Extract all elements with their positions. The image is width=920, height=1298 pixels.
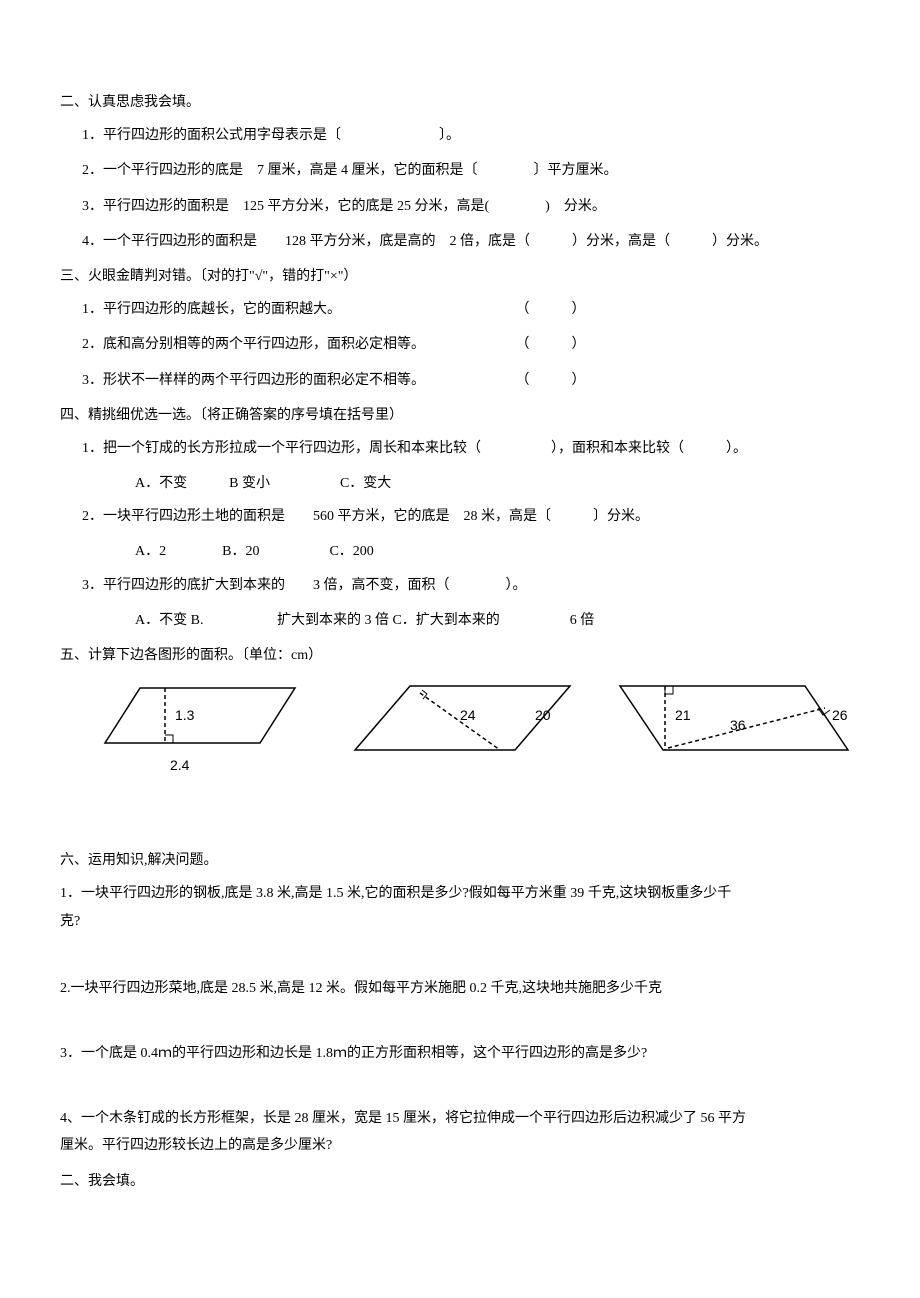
s3-q2: 2．底和高分别相等的两个平行四边形，面积必定相等。 （ ）	[60, 332, 860, 357]
figure-2: 24 20	[350, 678, 580, 768]
s3-q2-blank: （ ）	[516, 337, 586, 352]
s2-q4: 4．一个平行四边形的面积是 128 平方分米，底是高的 2 倍，底是（ ）分米，…	[60, 229, 860, 254]
fig1-height-label: 1.3	[175, 707, 195, 723]
section-6-title: 六、运用知识,解决问题。	[60, 848, 860, 873]
fig2-side-label: 20	[535, 707, 551, 723]
s2-q1: 1．平行四边形的面积公式用字母表示是〔 〕。	[60, 123, 860, 148]
s2-q2: 2．一个平行四边形的底是 7 厘米，高是 4 厘米，它的面积是〔 〕平方厘米。	[60, 158, 860, 183]
s6-q1-line2: 克?	[60, 909, 860, 934]
s3-q3-text: 3．形状不一样样的两个平行四边形的面积必定不相等。	[82, 368, 512, 393]
s3-q1: 1．平行四边形的底越长，它的面积越大。 （ ）	[60, 297, 860, 322]
s4-q3: 3．平行四边形的底扩大到本来的 3 倍，高不变，面积（ ）。	[60, 573, 860, 598]
section-3-title: 三、火眼金睛判对错。〔对的打"√"，错的打"×"）	[60, 264, 860, 289]
s4-q1-options: A．不变 B 变小 C．变大	[60, 471, 860, 496]
fig3-side-label: 26	[832, 707, 848, 723]
s6-q3: 3．一个底是 0.4ｍ的平行四边形和边长是 1.8ｍ的正方形面积相等，这个平行四…	[60, 1041, 860, 1066]
s4-q3-options: A．不变 B. 扩大到本来的 3 倍 C．扩大到本来的 6 倍	[60, 608, 860, 633]
s2-q3: 3．平行四边形的面积是 125 平方分米，它的底是 25 分米，高是( ) 分米…	[60, 194, 860, 219]
fig3-height-label: 21	[675, 707, 691, 723]
s3-q2-text: 2．底和高分别相等的两个平行四边形，面积必定相等。	[82, 332, 512, 357]
figure-3: 21 36 26	[610, 678, 860, 768]
s6-q4-line2: 厘米。平行四边形较长边上的高是多少厘米?	[60, 1133, 860, 1158]
fig3-base-label: 36	[730, 717, 746, 733]
s4-q2-options: A．2 B．20 C．200	[60, 539, 860, 564]
s3-q1-blank: （ ）	[516, 302, 586, 317]
s3-q3-blank: （ ）	[516, 373, 586, 388]
section-5-title: 五、计算下边各图形的面积。〔单位：cm）	[60, 643, 860, 668]
s6-q4: 4、一个木条钉成的长方形框架，长是 28 厘米，宽是 15 厘米，将它拉伸成一个…	[60, 1106, 860, 1158]
s6-q4-line1: 4、一个木条钉成的长方形框架，长是 28 厘米，宽是 15 厘米，将它拉伸成一个…	[60, 1106, 860, 1131]
s6-q2: 2.一块平行四边形菜地,底是 28.5 米,高是 12 米。假如每平方米施肥 0…	[60, 976, 860, 1001]
s4-q2: 2．一块平行四边形土地的面积是 560 平方米，它的底是 28 米，高是〔 〕分…	[60, 504, 860, 529]
s6-q1-line1: 1．一块平行四边形的钢板,底是 3.8 米,高是 1.5 米,它的面积是多少?假…	[60, 881, 860, 906]
figure-1: 1.3 2.4	[100, 678, 320, 788]
fig2-height-label: 24	[460, 707, 476, 723]
section-4-title: 四、精挑细优选一选。〔将正确答案的序号填在括号里）	[60, 403, 860, 428]
figures-container: 1.3 2.4 24 20 21 36 26	[60, 678, 860, 788]
s3-q3: 3．形状不一样样的两个平行四边形的面积必定不相等。 （ ）	[60, 368, 860, 393]
section-2b-title: 二、我会填。	[60, 1169, 860, 1194]
s6-q1: 1．一块平行四边形的钢板,底是 3.8 米,高是 1.5 米,它的面积是多少?假…	[60, 881, 860, 933]
s4-q1: 1．把一个钉成的长方形拉成一个平行四边形，周长和本来比较（ ），面积和本来比较（…	[60, 436, 860, 461]
fig1-base-label: 2.4	[170, 757, 190, 773]
s3-q1-text: 1．平行四边形的底越长，它的面积越大。	[82, 297, 512, 322]
section-2-title: 二、认真思虑我会填。	[60, 90, 860, 115]
